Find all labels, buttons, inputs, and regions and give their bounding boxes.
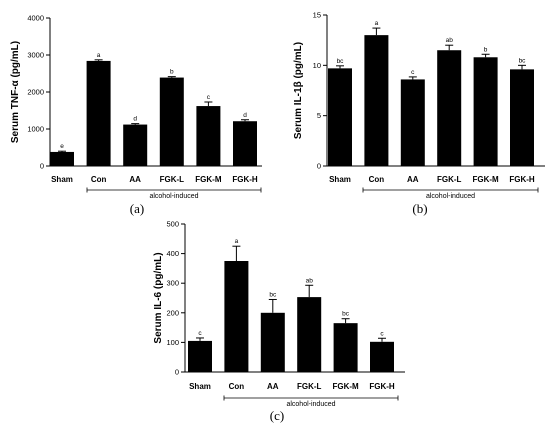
- significance-label: b: [170, 69, 174, 76]
- panel-label: (b): [412, 201, 427, 216]
- significance-label: bc: [519, 57, 527, 64]
- bar: [437, 50, 462, 166]
- y-tick-label: 10: [313, 61, 321, 70]
- y-axis-label: Serum IL-6 (pg/mL): [153, 252, 164, 343]
- bar: [297, 297, 322, 372]
- y-tick-label: 100: [166, 338, 179, 347]
- significance-label: bc: [337, 58, 345, 65]
- y-tick-label: 2000: [27, 88, 44, 97]
- y-tick-label: 5: [317, 111, 321, 120]
- x-tick-label: Sham: [329, 175, 351, 184]
- y-tick-label: 0: [175, 368, 179, 377]
- y-tick-label: 4000: [27, 14, 44, 23]
- significance-label: a: [97, 52, 101, 59]
- significance-label: c: [380, 330, 384, 337]
- y-tick-label: 200: [166, 308, 179, 317]
- y-tick-label: 300: [166, 279, 179, 288]
- x-tick-label: FGK-M: [195, 175, 222, 184]
- bar: [224, 261, 249, 372]
- significance-label: bc: [269, 291, 277, 298]
- x-tick-label: Con: [229, 382, 245, 391]
- significance-label: a: [375, 20, 379, 27]
- y-tick-label: 400: [166, 249, 179, 258]
- y-tick-label: 500: [166, 220, 179, 229]
- bar: [260, 312, 285, 372]
- significance-label: ab: [306, 277, 314, 284]
- significance-label: c: [207, 94, 211, 101]
- significance-label: d: [133, 116, 137, 123]
- bar: [333, 323, 358, 372]
- x-tick-label: AA: [267, 382, 279, 391]
- group-label: alcohol-induced: [426, 193, 475, 200]
- y-tick-label: 0: [40, 162, 44, 171]
- x-tick-label: FGK-M: [472, 175, 499, 184]
- bar: [473, 57, 498, 166]
- chart-panel-b: 0 5 10 15 Serum IL-1β (pg/mL) bc Sham a Con c AA ab…: [293, 11, 545, 216]
- x-tick-label: FGK-L: [297, 382, 322, 391]
- y-tick-label: 15: [313, 11, 321, 20]
- bar: [510, 69, 534, 166]
- bar: [123, 124, 148, 166]
- significance-label: e: [60, 143, 64, 150]
- y-tick-label: 0: [317, 162, 321, 171]
- significance-label: c: [198, 330, 202, 337]
- significance-label: b: [484, 46, 488, 53]
- chart-panel-a: 0 1000 2000 3000 4000 Serum TNF-α (pg/mL) e Sha…: [10, 14, 262, 216]
- x-tick-label: FGK-H: [509, 175, 535, 184]
- y-axis-label: Serum IL-1β (pg/mL): [293, 42, 304, 139]
- x-tick-label: Sham: [51, 175, 73, 184]
- significance-label: a: [235, 238, 239, 245]
- x-tick-label: Sham: [189, 382, 211, 391]
- bar: [188, 340, 212, 372]
- x-tick-label: FGK-H: [369, 382, 395, 391]
- x-tick-label: FGK-L: [437, 175, 462, 184]
- x-tick-label: Con: [369, 175, 385, 184]
- significance-label: c: [411, 69, 415, 76]
- group-label: alcohol-induced: [286, 401, 335, 408]
- bar: [86, 60, 111, 166]
- significance-label: ab: [446, 37, 454, 44]
- panel-label: (a): [130, 201, 144, 216]
- significance-label: bc: [342, 311, 350, 318]
- y-axis-label: Serum TNF-α (pg/mL): [10, 41, 21, 143]
- panel-label: (c): [270, 408, 284, 423]
- y-tick-label: 1000: [27, 125, 44, 134]
- chart-panel-c: 0 100 200 300 400 500 Serum IL-6 (pg/mL) c Sham a…: [153, 220, 405, 423]
- bar: [400, 79, 425, 166]
- x-tick-label: AA: [407, 175, 419, 184]
- bar: [328, 68, 352, 166]
- x-tick-label: FGK-H: [232, 175, 258, 184]
- bar: [159, 77, 184, 166]
- x-tick-label: Con: [91, 175, 107, 184]
- bar: [370, 341, 394, 372]
- x-tick-label: AA: [129, 175, 141, 184]
- bar: [364, 35, 389, 167]
- x-tick-label: FGK-L: [160, 175, 185, 184]
- bar: [50, 151, 74, 166]
- bar: [196, 106, 221, 166]
- significance-label: d: [243, 112, 247, 119]
- x-tick-label: FGK-M: [332, 382, 359, 391]
- y-tick-label: 3000: [27, 51, 44, 60]
- group-label: alcohol-induced: [149, 193, 198, 200]
- bar: [233, 121, 257, 166]
